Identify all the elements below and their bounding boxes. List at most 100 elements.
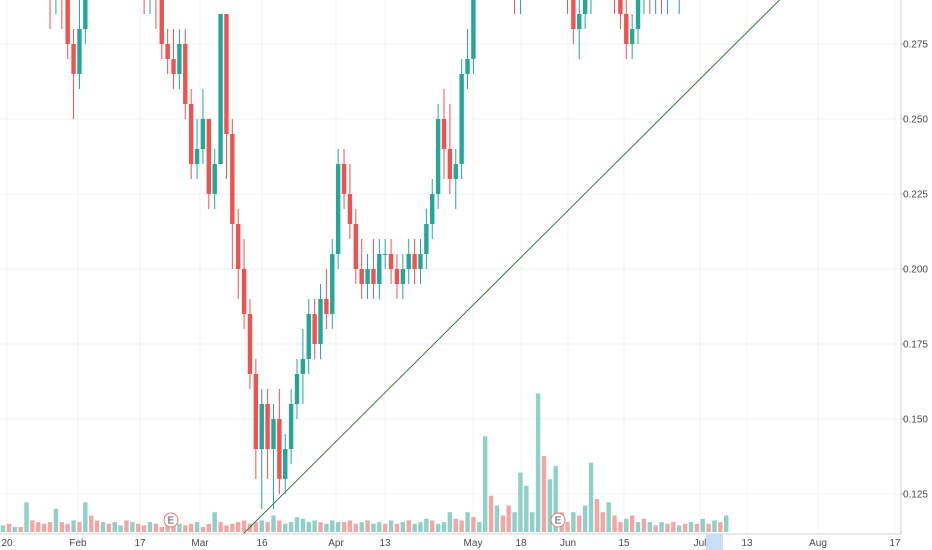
volume-bar	[412, 523, 417, 532]
candle-body	[388, 254, 394, 269]
price-tick-label: 0.200	[903, 265, 928, 276]
volume-bar	[653, 525, 658, 532]
volume-bar	[418, 522, 423, 532]
candle-body	[265, 404, 270, 449]
trendline-layer	[226, 0, 781, 550]
volume-bar	[277, 520, 282, 532]
candle-body	[629, 29, 635, 44]
volume-bar	[700, 518, 705, 532]
earnings-marker-label: E	[555, 516, 562, 527]
volume-bar	[441, 522, 447, 532]
volume-bar	[59, 522, 64, 532]
time-tick-label: Mar	[191, 538, 209, 549]
candle-body	[241, 269, 247, 314]
volume-bar	[347, 520, 353, 532]
trendline	[226, 0, 781, 550]
volume-bar	[12, 527, 17, 532]
volume-bar	[165, 523, 170, 532]
earnings-marker	[163, 512, 179, 528]
volume-bar	[530, 512, 535, 532]
volume-bar	[688, 522, 694, 532]
time-tick-label: Feb	[69, 538, 87, 549]
volume-bar	[506, 505, 511, 532]
candle-body	[324, 299, 329, 314]
candle-body	[435, 119, 441, 194]
candle-body	[206, 119, 211, 194]
volume-bar	[300, 518, 306, 532]
candle-body	[571, 0, 576, 30]
volume-bar	[465, 512, 470, 532]
volume-bar	[447, 512, 453, 532]
volume-bar	[618, 522, 623, 532]
candles	[49, 0, 680, 509]
volume-bar	[159, 527, 164, 532]
price-tick-label: 0.150	[903, 415, 928, 426]
volume-bar	[312, 520, 317, 532]
candle-body	[347, 194, 353, 224]
time-tick-label: 13	[379, 538, 391, 549]
volume-bar	[694, 523, 700, 532]
volume-bar	[236, 522, 241, 532]
candle-body	[71, 44, 76, 74]
volume-bar	[112, 522, 117, 532]
candle-body	[65, 0, 70, 44]
volume-bar	[41, 523, 47, 532]
candle-body	[283, 449, 288, 479]
volume-bar	[324, 523, 329, 532]
volume-bar	[335, 522, 341, 532]
price-axis[interactable]: 0.1250.1500.1750.2000.2250.2500.2750.300…	[901, 0, 928, 501]
volume-bar	[18, 527, 23, 532]
volume-bar	[577, 515, 582, 532]
candle-body	[582, 0, 588, 15]
volume-bar	[712, 520, 717, 532]
volume-bar	[30, 520, 35, 532]
candle-body	[253, 374, 259, 449]
volume-bar	[147, 522, 153, 532]
volume-bar	[224, 525, 229, 532]
time-tick-label: 18	[515, 538, 527, 549]
candle-body	[624, 14, 629, 44]
candle-body	[247, 314, 253, 374]
volume-bar	[477, 522, 482, 532]
candle-body	[83, 0, 88, 29]
volume-bar	[259, 520, 264, 532]
volume-bar	[371, 523, 376, 532]
volume-bar	[383, 523, 388, 532]
candle-body	[406, 254, 411, 269]
candle-body	[353, 224, 358, 269]
volume-bar	[183, 525, 188, 532]
volume-bar	[459, 520, 464, 532]
volume-bar	[388, 520, 394, 532]
volume-bar	[365, 520, 370, 532]
time-tick-label: 16	[256, 538, 268, 549]
candle-body	[224, 14, 229, 134]
candle-body	[330, 254, 335, 314]
volume-bar	[71, 520, 76, 532]
candle-body	[418, 254, 423, 269]
candle-body	[618, 0, 623, 15]
volume-bar	[218, 522, 223, 532]
candle-body	[394, 269, 400, 284]
candle-body	[236, 224, 241, 269]
candle-body	[318, 299, 323, 344]
volume-bar	[612, 515, 617, 532]
candle-body	[306, 314, 311, 359]
time-axis[interactable]: 20 Feb 17 Mar 16 Apr 13 May 18 Jun 15 Jul 13 Aug 17	[1, 538, 901, 549]
volume-bar	[635, 522, 641, 532]
volume-bar	[288, 522, 294, 532]
volume-bar	[600, 512, 605, 532]
volume-bar	[89, 515, 94, 532]
volume-bar	[47, 522, 53, 532]
volume-bar	[94, 520, 100, 532]
candle-body	[365, 269, 370, 284]
time-axis-background	[0, 534, 932, 550]
candle-body	[383, 254, 388, 255]
volume-bar	[377, 522, 382, 532]
volume-bar	[241, 520, 247, 532]
time-tick-label: 20	[1, 538, 13, 549]
candle-body	[212, 164, 217, 194]
candle-body	[577, 14, 582, 29]
volume-bar	[6, 523, 12, 532]
volume-bar	[524, 485, 529, 532]
